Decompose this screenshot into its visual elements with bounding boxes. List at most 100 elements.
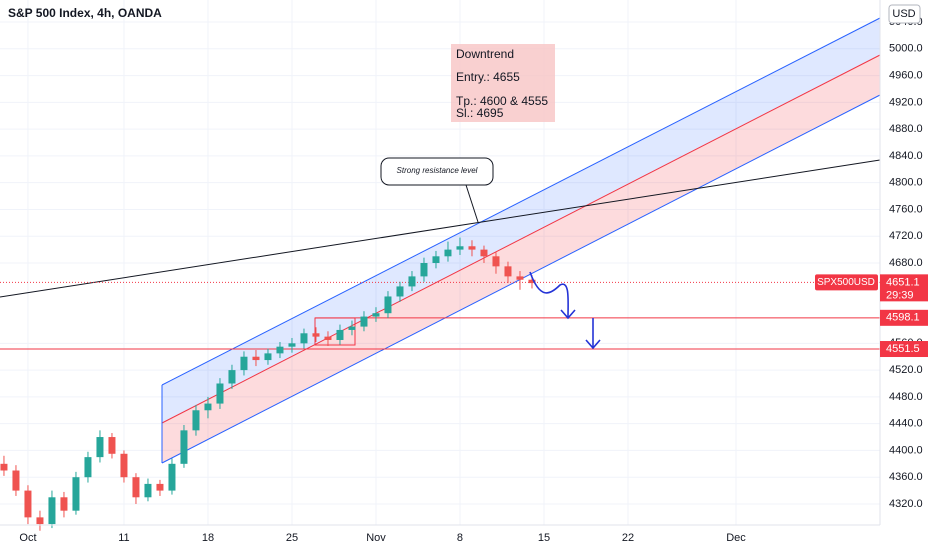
note-line: Sl.: 4695 (456, 106, 504, 120)
y-tick-label: 4880.0 (889, 123, 923, 135)
callout-box (380, 157, 494, 186)
y-tick-label: 4720.0 (889, 230, 923, 242)
note-line: Tp.: 4600 & 4555 (456, 94, 548, 108)
candle-body (60, 497, 68, 511)
candle-body (216, 383, 224, 404)
channel-top (161, 17, 881, 386)
y-tick-label: 4920.0 (889, 96, 923, 108)
candle-body (372, 313, 380, 317)
candle-body (288, 343, 296, 347)
channel-mid (161, 54, 881, 424)
candle-body (240, 356, 248, 371)
candle-body (72, 477, 80, 511)
y-tick-label: 4840.0 (889, 150, 923, 162)
candle-body (300, 333, 308, 344)
candle-body (48, 497, 56, 525)
candle-body (12, 470, 20, 491)
candle-body (108, 437, 116, 454)
last-price-label: 4651.1 (886, 276, 920, 288)
note-line: Downtrend (456, 47, 514, 61)
candle-body (228, 370, 236, 384)
currency-box[interactable] (888, 4, 921, 24)
candle-body (444, 249, 452, 257)
arrow-path (529, 271, 569, 319)
candle-body (324, 336, 332, 340)
channel-lower (162, 55, 880, 463)
callout-pointer (465, 184, 479, 223)
candle-body (408, 276, 416, 287)
candle-body (456, 246, 464, 250)
candle-body (252, 356, 260, 361)
candle-body (84, 457, 92, 478)
y-tick-label: 4520.0 (889, 364, 923, 376)
candle-body (96, 437, 104, 458)
price-label-box (880, 341, 928, 358)
axes: 4320.04360.04400.04440.04480.04520.04560… (19, 16, 928, 544)
x-tick-label: 18 (202, 532, 214, 544)
candle-body (168, 463, 176, 491)
channel-upper (162, 18, 880, 423)
candle-body (516, 276, 524, 280)
x-tick-label: Nov (366, 532, 386, 544)
candle-body (360, 316, 368, 327)
candle-body (336, 329, 344, 340)
symbol-label: SPX500USD (817, 277, 875, 288)
countdown: 29:39 (886, 289, 914, 301)
y-tick-label: 4360.0 (889, 471, 923, 483)
x-tick-label: Oct (19, 532, 36, 544)
x-tick-label: Dec (726, 532, 746, 544)
x-tick-label: 15 (538, 532, 550, 544)
currency: USD (892, 8, 915, 20)
candle-body (468, 246, 476, 250)
y-tick-label: 4440.0 (889, 418, 923, 430)
candle-body (120, 453, 128, 478)
chart-title: S&P 500 Index, 4h, OANDA (8, 6, 162, 20)
candle-body (492, 256, 500, 267)
note-box (451, 44, 555, 122)
candle-body (192, 410, 200, 431)
candle-body (528, 279, 536, 284)
candle-body (420, 263, 428, 277)
arrow-head (585, 339, 601, 350)
x-tick-label: 8 (457, 532, 463, 544)
x-tick-label: 11 (118, 532, 129, 544)
x-tick-label: 25 (286, 532, 298, 544)
grid (0, 0, 880, 525)
x-tick-label: 22 (622, 532, 634, 544)
arrow-head (560, 309, 576, 320)
symbol-box (815, 274, 878, 291)
price-label: 4551.5 (886, 343, 920, 355)
candle-body (276, 346, 284, 354)
y-tick-label: 4320.0 (889, 498, 923, 510)
candle-body (264, 353, 272, 361)
last-price-box (880, 274, 928, 302)
candle-body (432, 256, 440, 264)
y-tick-label: 4800.0 (889, 177, 923, 189)
candle-body (504, 266, 512, 277)
note-line: Entry.: 4655 (456, 70, 520, 84)
y-tick-label: 4400.0 (889, 444, 923, 456)
candle-body (132, 477, 140, 498)
y-tick-label: 4760.0 (889, 203, 923, 215)
y-tick-label: 5000.0 (889, 43, 923, 55)
price-label: 4598.1 (886, 312, 920, 324)
y-tick-label: 4680.0 (889, 257, 923, 269)
candle-body (24, 490, 32, 518)
candle-body (204, 403, 212, 411)
callout-text: Strong resistance level (397, 166, 478, 175)
y-tick-label: 4960.0 (889, 69, 923, 81)
candle-body (144, 483, 152, 498)
candle-body (480, 249, 488, 257)
candle-body (156, 483, 164, 491)
y-tick-label: 4480.0 (889, 391, 923, 403)
price-lines (0, 281, 880, 350)
candle-body (384, 296, 392, 314)
candles (0, 237, 536, 531)
candle-body (348, 326, 356, 330)
candle-body (312, 333, 320, 337)
candle-body (36, 517, 44, 525)
candle-body (396, 286, 404, 297)
candle-body (0, 463, 8, 471)
candle-body (180, 430, 188, 464)
